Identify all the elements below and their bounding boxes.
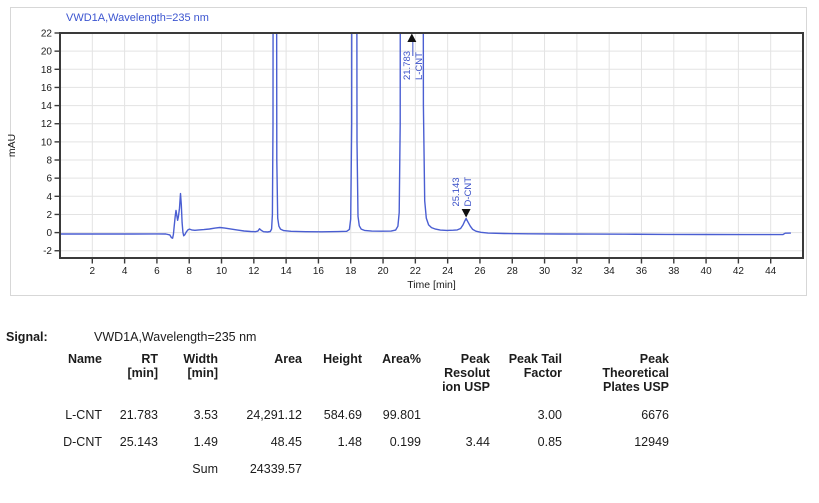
cell-tail: 0.85 — [537, 435, 562, 450]
x-tick-label: 4 — [122, 266, 128, 277]
x-tick-label: 22 — [410, 266, 422, 277]
x-tick-label: 42 — [733, 266, 745, 277]
x-tick-label: 32 — [571, 266, 583, 277]
x-tick-label: 24 — [442, 266, 454, 277]
y-tick-label: 12 — [41, 119, 53, 130]
cell-height: 584.69 — [323, 408, 362, 423]
chromatogram-chart: 2 4 6 8 10 12 14 16 18 20 22 24 26 28 30 32 34 36 38 40 42 44… — [6, 7, 807, 296]
chart-outer-border — [10, 7, 807, 296]
x-tick-label: 6 — [154, 266, 160, 277]
y-tick-label: 0 — [46, 228, 52, 239]
y-tick-label: 8 — [46, 156, 52, 167]
peak-table-header-row: Name RT [min] Width [min] Area Height Area% Pe… — [30, 352, 669, 396]
x-tick-label: 40 — [701, 266, 713, 277]
cell-area_pct: 99.801 — [382, 408, 421, 423]
y-axis-label: mAU — [6, 134, 18, 157]
x-tick-label: 20 — [377, 266, 389, 277]
signal-trace — [60, 33, 791, 239]
x-axis-label: Time [min] — [407, 279, 456, 291]
y-tick-label: 18 — [41, 65, 53, 76]
cell-width: 3.53 — [193, 408, 218, 423]
y-tick-label: 20 — [41, 47, 53, 58]
peak-apex-marker-down — [461, 209, 471, 218]
x-tick-label: 10 — [216, 266, 228, 277]
cell-empty — [30, 450, 102, 477]
cell-empty — [302, 450, 362, 477]
y-tick-label: 6 — [46, 174, 52, 185]
cell-plates: 6676 — [641, 408, 669, 423]
sum-row: Sum 24339.57 — [30, 450, 669, 477]
header-height: Height — [323, 352, 362, 366]
cell-empty — [421, 450, 490, 477]
y-tick-label: 10 — [41, 137, 53, 148]
cell-rt: 25.143 — [119, 435, 158, 450]
cell-tail: 3.00 — [537, 408, 562, 423]
cell-area: 24,291.12 — [246, 408, 302, 423]
cell-resolution: 3.44 — [465, 435, 490, 450]
y-tick-label: 16 — [41, 83, 53, 94]
peak-row-d-cnt: D-CNT 25.143 1.49 48.45 1.48 0.199 3.44 0.85 129… — [30, 423, 669, 450]
x-tick-label: 36 — [636, 266, 648, 277]
cell-rt: 21.783 — [119, 408, 158, 423]
peak-table-body: L-CNT 21.783 3.53 24,291.12 584.69 99.801 3.00… — [30, 396, 669, 476]
header-name: Name — [67, 352, 102, 366]
y-tick-label: 22 — [41, 29, 53, 40]
x-tick-label: 16 — [313, 266, 325, 277]
x-tick-label: 14 — [281, 266, 293, 277]
cell-resolution — [421, 396, 490, 423]
peak-rt-label: 21.783 — [402, 51, 413, 80]
y-tick-label: 14 — [41, 101, 53, 112]
header-area_pct: Area% — [382, 352, 421, 366]
signal-line: Signal: VWD1A,Wavelength=235 nm — [6, 330, 256, 344]
x-tick-label: 18 — [345, 266, 357, 277]
chart-title: VWD1A,Wavelength=235 nm — [66, 12, 209, 24]
cell-area: 48.45 — [270, 435, 302, 450]
header-tail: Peak Tail Factor — [508, 352, 562, 381]
cell-empty — [490, 450, 562, 477]
cell-area_pct: 0.199 — [389, 435, 421, 450]
peak-results-table: Name RT [min] Width [min] Area Height Area% Pe… — [30, 352, 669, 477]
cell-height: 1.48 — [337, 435, 362, 450]
cell-empty — [362, 450, 421, 477]
peak-name-label: D-CNT — [463, 177, 474, 207]
x-tick-label: 26 — [474, 266, 486, 277]
plot-frame — [59, 32, 804, 259]
sum-label: Sum — [192, 461, 218, 476]
header-plates: Peak Theoretical Plates USP — [602, 352, 669, 395]
peak-apex-marker-up — [407, 33, 417, 42]
peak-row-l-cnt: L-CNT 21.783 3.53 24,291.12 584.69 99.801 3.00… — [30, 396, 669, 423]
header-width: Width [min] — [183, 352, 218, 381]
x-tick-label: 8 — [186, 266, 192, 277]
cell-empty — [562, 450, 669, 477]
signal-value: VWD1A,Wavelength=235 nm — [94, 330, 257, 344]
signal-label: Signal: — [6, 330, 48, 344]
x-tick-label: 30 — [539, 266, 551, 277]
x-tick-label: 12 — [248, 266, 260, 277]
header-area: Area — [274, 352, 302, 366]
cell-empty — [102, 450, 158, 477]
sum-area-value: 24339.57 — [249, 461, 302, 476]
peak-name-label: L-CNT — [414, 52, 425, 80]
x-tick-label: 28 — [507, 266, 519, 277]
header-resolution: Peak Resolut ion USP — [442, 352, 490, 395]
x-tick-label: 38 — [668, 266, 680, 277]
cell-name: L-CNT — [65, 408, 102, 423]
y-tick-label: 2 — [46, 210, 52, 221]
peak-table-header: Name RT [min] Width [min] Area Height Area% Pe… — [30, 352, 669, 396]
cell-plates: 12949 — [634, 435, 669, 450]
cell-name: D-CNT — [63, 435, 102, 450]
y-tick-label: -2 — [43, 246, 52, 257]
header-rt: RT [min] — [127, 352, 158, 381]
y-tick-label: 4 — [46, 192, 52, 203]
x-tick-label: 2 — [90, 266, 96, 277]
peak-rt-label: 25.143 — [451, 177, 462, 206]
x-tick-label: 44 — [765, 266, 777, 277]
x-tick-label: 34 — [604, 266, 616, 277]
cell-width: 1.49 — [193, 435, 218, 450]
